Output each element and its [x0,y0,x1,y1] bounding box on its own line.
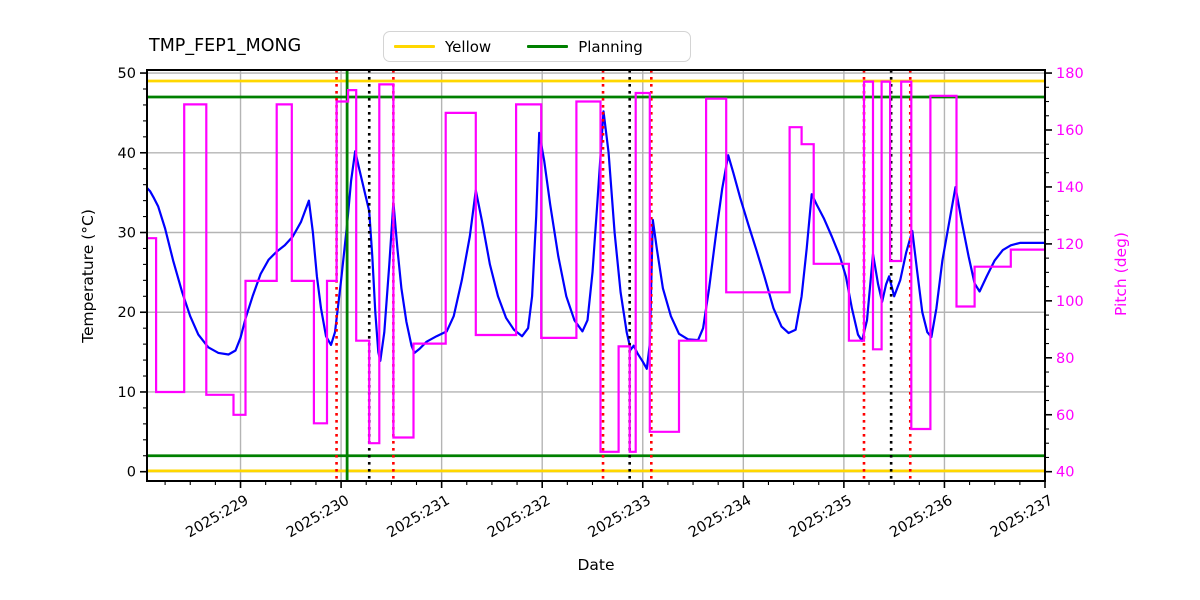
y-axis-label-right: Pitch (deg) [1112,232,1130,316]
y-right-tick-label: 60 [1056,408,1074,424]
y-left-tick-label: 40 [118,146,136,162]
y-left-tick-label: 50 [118,66,136,82]
x-tick-label: 2025:234 [686,493,754,542]
pitch-series [147,80,1045,453]
y-axis-label-left: Temperature (°C) [79,209,97,343]
legend-entry-planning: Planning [527,38,643,56]
y-right-tick-label: 120 [1056,237,1084,253]
y-right-tick-label: 180 [1056,66,1084,82]
axes-spines [146,69,1046,482]
x-tick-label: 2025:237 [988,493,1056,542]
x-tick-label: 2025:232 [485,493,553,542]
x-tick-label: 2025:230 [284,493,352,542]
yellow-line-swatch [394,44,435,49]
temperature-series [147,110,1045,370]
y-left-tick-label: 30 [118,226,136,242]
planning-line-swatch [527,44,569,49]
limit-lines [147,79,1045,473]
y-left-tick-label: 10 [118,385,136,401]
y-right-tick-label: 100 [1056,294,1084,310]
x-tick-label: 2025:236 [887,493,955,542]
legend-entry-yellow: Yellow [394,38,491,56]
x-tick-label: 2025:233 [586,493,654,542]
y-left-tick-label: 20 [118,305,136,321]
legend-label-planning: Planning [578,37,643,56]
y-right-tick-label: 40 [1056,465,1074,481]
chart-title: TMP_FEP1_MONG [149,36,302,56]
legend-label-yellow: Yellow [445,37,492,56]
x-tick-label: 2025:231 [384,493,452,542]
legend: Yellow Planning [383,31,691,62]
event-marker-lines [335,70,912,481]
x-axis-label: Date [577,556,615,574]
y-right-tick-label: 140 [1056,180,1084,196]
y-right-tick-label: 160 [1056,123,1084,139]
axis-ticks [140,72,1052,488]
x-tick-label: 2025:229 [183,493,251,542]
y-left-tick-label: 0 [127,465,136,481]
y-right-tick-label: 80 [1056,351,1074,367]
x-tick-label: 2025:235 [787,493,855,542]
